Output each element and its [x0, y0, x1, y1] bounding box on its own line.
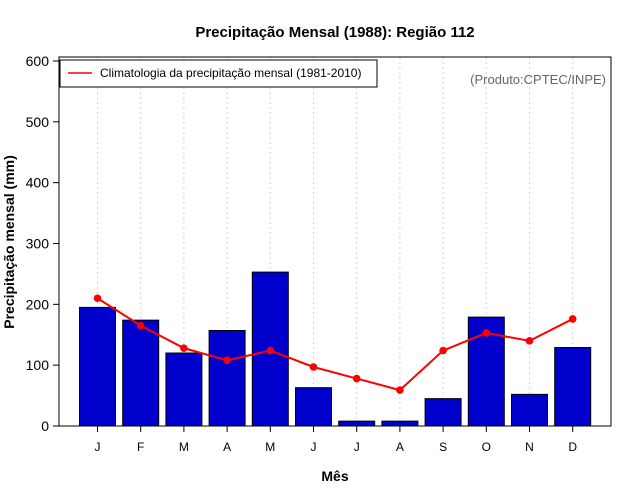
x-tick-label: J: [311, 440, 317, 454]
bar: [122, 319, 160, 427]
bar: [208, 329, 246, 427]
bar: [424, 398, 462, 427]
x-tick-label: J: [354, 440, 360, 454]
bars: [79, 271, 592, 427]
legend-entry: Climatologia da precipitação mensal (198…: [100, 66, 361, 80]
x-tick-label: F: [137, 440, 144, 454]
x-tick-label: J: [95, 440, 101, 454]
y-axis: 0 100 200 300 400 500 600: [26, 53, 59, 434]
bar: [338, 420, 376, 427]
climatology-point: [352, 374, 361, 383]
bar: [165, 352, 203, 427]
bar: [511, 393, 548, 427]
y-tick-label: 0: [41, 418, 49, 434]
legend-box: [59, 59, 378, 88]
climatology-polyline: [96, 297, 574, 392]
climatology-point: [93, 294, 102, 303]
x-axis-title: Mês: [321, 468, 348, 484]
bar: [554, 347, 592, 427]
climatology-point: [482, 329, 491, 337]
y-tick-label: 200: [26, 296, 50, 312]
bar: [381, 420, 419, 427]
credit-label: (Produto:CPTEC/INPE): [470, 72, 606, 87]
x-tick-label: S: [439, 440, 447, 454]
x-tick-label: A: [396, 440, 404, 454]
plot-frame: [58, 56, 612, 427]
legend: Climatologia da precipitação mensal (198…: [59, 59, 378, 88]
climatology-point: [396, 386, 404, 394]
y-tick-label: 400: [26, 175, 50, 191]
climatology-point: [180, 344, 188, 352]
climatology-point: [309, 363, 318, 371]
x-tick-label: M: [265, 440, 275, 454]
x-tick-label: O: [482, 440, 491, 454]
grid-lines: [97, 57, 574, 426]
climatology-line: [93, 294, 577, 394]
y-tick-label: 300: [26, 236, 50, 252]
climatology-point: [439, 346, 447, 355]
climatology-point: [266, 346, 275, 355]
y-tick-label: 600: [26, 53, 50, 69]
y-tick-label: 100: [26, 357, 50, 373]
x-tick-label: A: [223, 440, 231, 454]
x-tick-label: M: [179, 440, 189, 454]
y-axis-title: Precipitação mensal (mm): [1, 155, 17, 329]
chart-title: Precipitação Mensal (1988): Região 112: [195, 24, 474, 41]
climatology-point: [136, 321, 145, 330]
x-tick-label: N: [525, 440, 534, 454]
climatology-point: [568, 315, 577, 323]
bar: [79, 306, 116, 427]
y-tick-label: 500: [26, 114, 50, 130]
climatology-point: [223, 356, 231, 365]
bar: [295, 387, 332, 427]
x-tick-label: D: [568, 440, 577, 454]
climatology-point: [525, 337, 534, 345]
